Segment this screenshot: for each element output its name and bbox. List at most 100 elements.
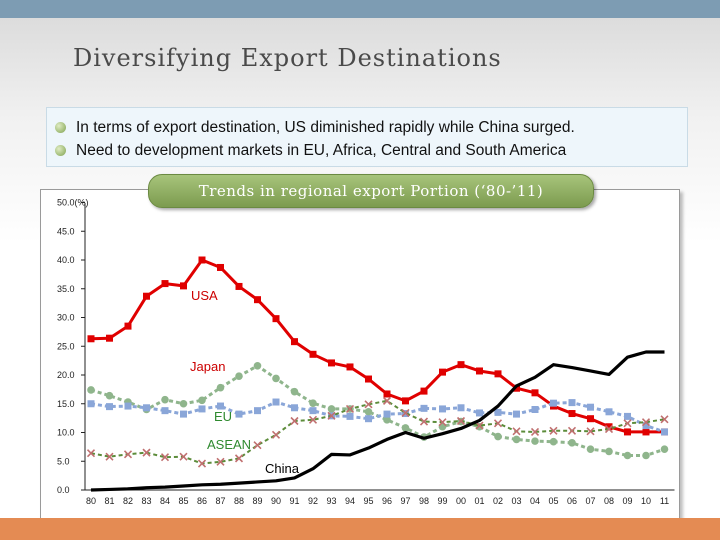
data-point bbox=[642, 451, 650, 460]
y-tick-label: 10.0 bbox=[57, 428, 75, 438]
chart-panel bbox=[40, 189, 680, 521]
annotation-asean: ASEAN bbox=[207, 437, 251, 452]
data-point bbox=[254, 296, 261, 304]
data-point bbox=[624, 428, 631, 436]
y-tick-label: 20.0 bbox=[57, 370, 75, 380]
y-tick-label: 25.0 bbox=[57, 341, 75, 351]
data-point bbox=[530, 427, 540, 436]
data-point bbox=[179, 452, 188, 461]
x-tick-label: 97 bbox=[400, 496, 410, 506]
y-tick-label: 45.0 bbox=[57, 226, 75, 236]
data-point bbox=[401, 424, 410, 432]
data-point bbox=[272, 315, 280, 323]
data-point bbox=[309, 350, 317, 358]
x-tick-label: 90 bbox=[271, 496, 281, 506]
data-point bbox=[217, 402, 224, 410]
data-point bbox=[309, 399, 317, 407]
y-axis-labels: 50.0(%) 45.0 40.0 35.0 30.0 25.0 20.0 15.0 10.0 5… bbox=[57, 198, 89, 496]
x-tick-label: 83 bbox=[141, 496, 151, 506]
data-point bbox=[197, 459, 207, 468]
x-tick-label: 98 bbox=[419, 496, 429, 506]
data-point bbox=[641, 418, 651, 427]
data-point bbox=[87, 400, 95, 408]
data-point bbox=[345, 404, 355, 413]
chart-axes bbox=[81, 202, 675, 491]
bullet-box: In terms of export destination, US dimin… bbox=[46, 107, 688, 167]
data-point bbox=[365, 375, 372, 383]
data-point bbox=[605, 447, 613, 456]
x-tick-label: 05 bbox=[548, 496, 558, 506]
data-point bbox=[494, 408, 502, 416]
x-tick-label: 91 bbox=[289, 496, 299, 506]
data-point bbox=[494, 432, 502, 441]
data-point bbox=[365, 415, 372, 423]
x-tick-label: 85 bbox=[178, 496, 188, 506]
x-tick-label: 94 bbox=[345, 496, 355, 506]
data-point bbox=[198, 396, 206, 405]
x-tick-label: 82 bbox=[123, 496, 133, 506]
data-point bbox=[180, 282, 187, 290]
data-point bbox=[623, 451, 632, 460]
data-point bbox=[290, 416, 299, 426]
x-tick-label: 04 bbox=[530, 496, 540, 506]
data-point bbox=[291, 338, 298, 346]
data-point bbox=[661, 428, 668, 436]
data-point bbox=[123, 450, 133, 459]
data-point bbox=[550, 399, 557, 407]
x-tick-label: 10 bbox=[641, 496, 651, 506]
x-tick-label: 96 bbox=[382, 496, 392, 506]
data-point bbox=[105, 452, 114, 461]
x-tick-label: 93 bbox=[326, 496, 336, 506]
series-line bbox=[90, 400, 665, 434]
data-point bbox=[87, 386, 95, 394]
data-point bbox=[549, 437, 558, 446]
data-point bbox=[605, 408, 613, 416]
y-tick-label: 35.0 bbox=[57, 284, 75, 294]
data-point bbox=[217, 263, 224, 271]
data-point bbox=[290, 387, 299, 396]
annotation-japan: Japan bbox=[190, 359, 225, 374]
data-point bbox=[605, 423, 613, 431]
data-point bbox=[457, 404, 465, 412]
x-tick-label: 80 bbox=[86, 496, 96, 506]
series-annotations: USA Japan EU ASEAN China bbox=[190, 288, 300, 476]
bullet-dot-icon bbox=[55, 145, 66, 156]
data-point bbox=[438, 418, 447, 427]
data-point bbox=[87, 335, 95, 343]
x-tick-label: 86 bbox=[197, 496, 207, 506]
data-point bbox=[439, 368, 446, 376]
data-point bbox=[420, 387, 428, 395]
data-point bbox=[512, 435, 521, 444]
series-line bbox=[90, 258, 665, 434]
series-usa bbox=[87, 256, 668, 436]
data-point bbox=[383, 416, 391, 424]
series-asean bbox=[86, 396, 669, 468]
series-line bbox=[90, 350, 665, 492]
data-point bbox=[327, 405, 336, 413]
data-point bbox=[272, 374, 280, 383]
x-tick-label: 09 bbox=[622, 496, 632, 506]
data-point bbox=[513, 410, 520, 418]
y-tick-label: 30.0 bbox=[57, 313, 75, 323]
data-point bbox=[456, 416, 466, 426]
data-point bbox=[568, 410, 576, 418]
bottom-accent-band bbox=[0, 518, 720, 540]
x-tick-label: 08 bbox=[604, 496, 614, 506]
x-tick-label: 02 bbox=[493, 496, 503, 506]
bullet-dot-icon bbox=[55, 122, 66, 133]
data-point bbox=[439, 405, 446, 413]
data-point bbox=[567, 426, 577, 435]
data-point bbox=[624, 412, 631, 420]
x-tick-label: 87 bbox=[215, 496, 225, 506]
data-point bbox=[180, 410, 187, 418]
x-tick-label: 03 bbox=[511, 496, 521, 506]
x-tick-label: 07 bbox=[585, 496, 595, 506]
chart-title: Trends in regional export Portion (‘80-’… bbox=[148, 174, 594, 208]
data-point bbox=[476, 367, 483, 375]
data-point bbox=[124, 322, 132, 330]
x-tick-label: 84 bbox=[160, 496, 170, 506]
bullet-item: Need to development markets in EU, Afric… bbox=[55, 142, 566, 160]
data-point bbox=[531, 389, 539, 397]
data-point bbox=[271, 430, 281, 439]
